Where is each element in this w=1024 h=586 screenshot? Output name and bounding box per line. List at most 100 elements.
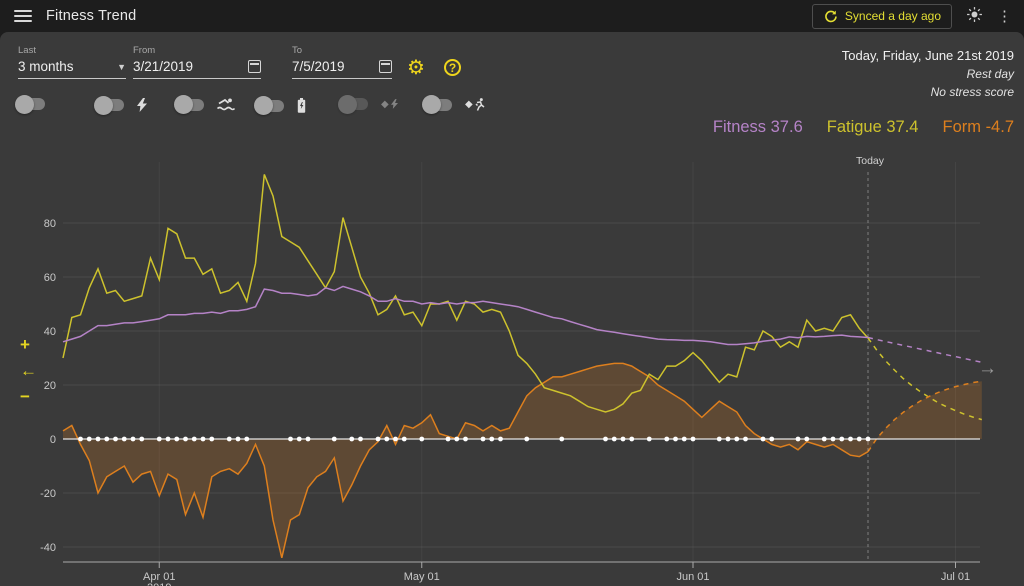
- rest-day-dot: [200, 436, 206, 442]
- sync-button[interactable]: Synced a day ago: [811, 3, 952, 29]
- rest-day-dot: [78, 436, 83, 442]
- rest-day-dot: [393, 436, 398, 442]
- rest-day-dot: [760, 436, 766, 442]
- rest-day-dot: [454, 436, 460, 442]
- rest-day-dot: [463, 436, 468, 442]
- toggle-dashes[interactable]: [15, 94, 73, 114]
- overflow-menu-icon[interactable]: ⋮: [997, 7, 1012, 25]
- rest-day-dot: [821, 436, 827, 442]
- rest-day-dot: [209, 436, 215, 442]
- rest-day-dot: [375, 436, 381, 442]
- rest-day-dot: [681, 436, 687, 442]
- rest-day-dot: [331, 436, 337, 442]
- toggle-switch[interactable]: [254, 96, 284, 115]
- rest-day-dot: [603, 436, 608, 442]
- to-date-field[interactable]: To 7/5/2019: [292, 45, 392, 79]
- estimated-bolt-icon: ◆: [381, 99, 398, 110]
- rest-day-dot: [191, 436, 197, 442]
- to-value: 7/5/2019: [292, 59, 345, 74]
- pan-left-button[interactable]: ←: [20, 361, 37, 380]
- y-axis-tick: 40: [44, 326, 56, 338]
- rest-day-dot: [113, 436, 118, 442]
- toggle-switch: [338, 94, 368, 114]
- fatigue-line: [62, 174, 869, 413]
- rest-day-dot: [856, 436, 862, 442]
- rest-day-dot: [611, 436, 617, 442]
- rest-day-dot: [848, 436, 853, 442]
- rest-day-dot: [865, 436, 871, 442]
- rest-day-dot: [174, 436, 180, 442]
- rest-day-dot: [673, 436, 678, 442]
- brightness-icon[interactable]: [966, 6, 983, 27]
- rest-day-dot: [559, 436, 565, 442]
- pan-right-button[interactable]: →: [978, 358, 997, 379]
- today-label: Today: [856, 155, 885, 167]
- rest-day-dot: [86, 436, 92, 442]
- toggle-switch[interactable]: [174, 95, 204, 114]
- rest-day-dot: [401, 436, 407, 442]
- rest-day-dot: [830, 436, 836, 442]
- toggle-estimated-run[interactable]: ◆: [422, 95, 485, 114]
- toggle-power[interactable]: [94, 95, 147, 115]
- help-icon[interactable]: ?: [444, 59, 461, 76]
- rest-day-dot: [226, 436, 232, 442]
- last-label: Last: [18, 45, 36, 56]
- rest-day-dot: [183, 436, 188, 442]
- rest-day-dot: [498, 436, 503, 442]
- rest-day-dot: [769, 436, 775, 442]
- bolt-icon: [137, 98, 147, 112]
- zoom-out-button[interactable]: −: [20, 387, 30, 406]
- rest-day-dot: [620, 436, 626, 442]
- rest-day-dot: [235, 436, 241, 442]
- top-app-bar: Fitness Trend Synced a day ago ⋮: [0, 0, 1024, 32]
- fitness-projection-line: [867, 336, 982, 364]
- rest-day-dot: [419, 436, 425, 442]
- rest-day-dot: [384, 436, 390, 442]
- toggle-switch[interactable]: [94, 95, 124, 115]
- last-period-select[interactable]: Last 3 months ▼: [18, 45, 126, 79]
- dashes-icon: [58, 99, 73, 109]
- rest-day-dot: [121, 436, 127, 442]
- rest-day-dot: [734, 436, 740, 442]
- toggle-switch[interactable]: [15, 94, 45, 114]
- x-axis-label: Apr 01: [143, 571, 175, 583]
- last-value: 3 months: [18, 59, 74, 74]
- form-line: [62, 362, 869, 558]
- fitness-trend-chart[interactable]: 80 60 40 20 0 -20 -40 Today Apr 012019 May 01 Jun …: [0, 136, 1024, 586]
- form-area-projection: [868, 381, 982, 452]
- menu-icon[interactable]: [14, 10, 32, 22]
- toggle-switch[interactable]: [422, 95, 452, 114]
- from-value: 3/21/2019: [133, 59, 194, 74]
- calendar-icon[interactable]: [248, 60, 261, 73]
- rest-day-dot: [716, 436, 722, 442]
- rest-day-dot: [646, 436, 652, 442]
- zoom-in-button[interactable]: +: [20, 335, 30, 354]
- legend-form[interactable]: Form -4.7: [942, 118, 1014, 136]
- rest-day-dot: [349, 436, 355, 442]
- toggle-swim[interactable]: [174, 95, 235, 114]
- rest-day-dot: [104, 436, 110, 442]
- from-label: From: [133, 45, 156, 56]
- sync-button-label: Synced a day ago: [844, 9, 941, 23]
- today-date-heading: Today, Friday, June 21st 2019: [841, 48, 1014, 63]
- rest-day-dot: [288, 436, 293, 442]
- calendar-icon[interactable]: [379, 60, 392, 73]
- legend-fitness[interactable]: Fitness 37.6: [712, 118, 803, 136]
- y-axis-tick: -40: [40, 542, 56, 554]
- to-label: To: [292, 45, 303, 56]
- rest-day-dot: [165, 436, 171, 442]
- from-date-field[interactable]: From 3/21/2019: [133, 45, 261, 79]
- settings-gear-icon[interactable]: ⚙: [407, 57, 425, 79]
- rest-day-dot: [139, 436, 145, 442]
- swimmer-icon: [217, 98, 235, 111]
- rest-day-dot: [480, 436, 486, 442]
- x-axis-label: Jul 01: [941, 571, 970, 583]
- legend-fatigue[interactable]: Fatigue 37.4: [826, 118, 919, 136]
- rest-day-dot: [130, 436, 136, 442]
- rest-day-dot: [489, 436, 495, 442]
- toggle-battery[interactable]: [254, 96, 306, 115]
- rest-day-dot: [804, 436, 810, 442]
- form-projection-line: [867, 380, 982, 453]
- rest-day-label: Rest day: [966, 67, 1014, 81]
- rest-day-dot: [690, 436, 696, 442]
